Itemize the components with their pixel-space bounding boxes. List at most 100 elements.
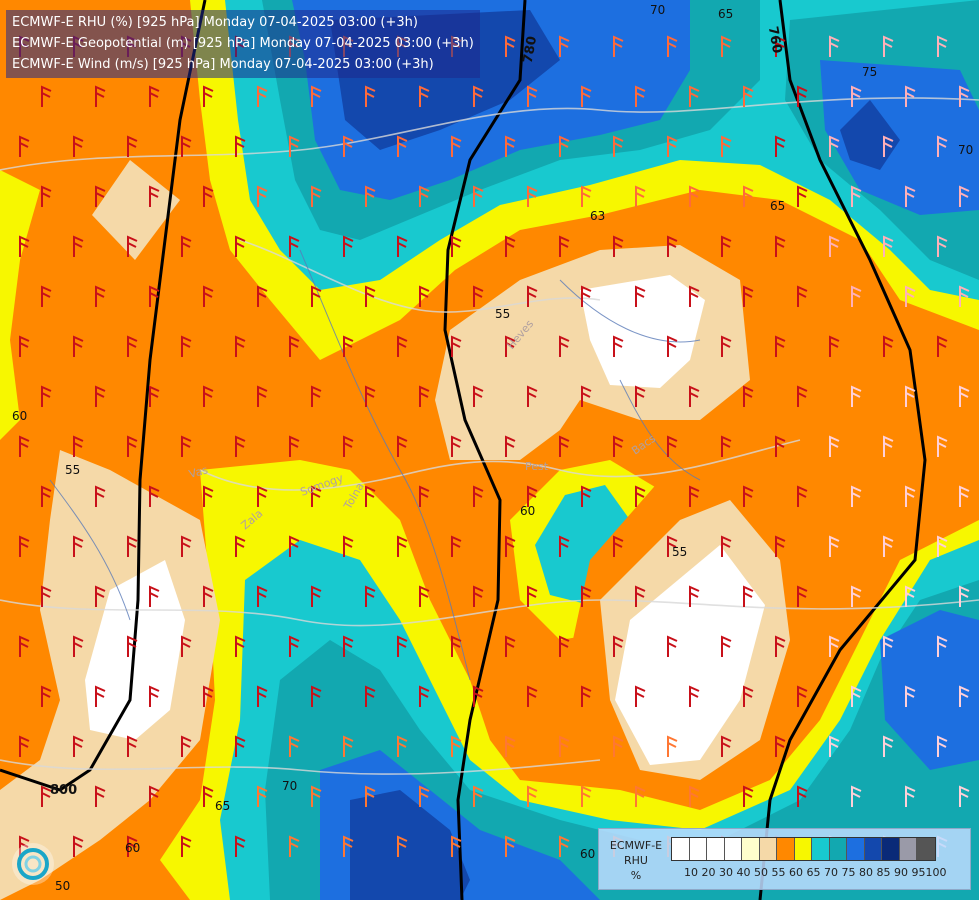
legend-swatch (707, 838, 725, 860)
wind-barb (127, 435, 138, 457)
contour-label: 75 (862, 65, 877, 79)
wind-barb (797, 185, 808, 207)
wind-barb (311, 185, 322, 207)
wind-barb (451, 635, 462, 657)
legend-title-unit: % (630, 869, 642, 882)
legend-tick-label: 85 (876, 866, 891, 879)
wind-barb (127, 735, 138, 757)
wind-barb (527, 85, 538, 107)
contour-label: 70 (650, 3, 665, 17)
title-geopotential: ECMWF-E Geopotential (m) [925 hPa] Monda… (12, 36, 474, 51)
wind-barb (181, 335, 192, 357)
wind-barb (829, 735, 840, 757)
legend-tick-label: 75 (841, 866, 856, 879)
title-rhu: ECMWF-E RHU (%) [925 hPa] Monday 07-04-2… (12, 15, 418, 30)
wind-barb (451, 535, 462, 557)
wind-barb (181, 735, 192, 757)
wind-barb (149, 585, 160, 607)
wind-barb (959, 685, 970, 707)
wind-barb (559, 735, 570, 757)
wind-barb (41, 85, 52, 107)
wind-barb (311, 585, 322, 607)
wind-barb (613, 135, 624, 157)
wind-barb (181, 835, 192, 857)
wind-barb (235, 535, 246, 557)
wind-barb (797, 485, 808, 507)
contour-label: 55 (672, 545, 687, 559)
wind-barb (797, 585, 808, 607)
wind-barb (419, 785, 430, 807)
wind-barb (343, 235, 354, 257)
wind-barb (257, 585, 268, 607)
wind-barb (95, 285, 106, 307)
wind-barb (343, 735, 354, 757)
wind-barb (559, 135, 570, 157)
wind-barb (19, 435, 30, 457)
wind-barb (635, 685, 646, 707)
wind-barb (365, 785, 376, 807)
wind-barb (397, 835, 408, 857)
wind-barb (235, 235, 246, 257)
wind-barb (559, 535, 570, 557)
wind-barb (41, 185, 52, 207)
wind-barb (829, 535, 840, 557)
wind-barb (203, 385, 214, 407)
legend-swatch (724, 838, 742, 860)
place-labels: Heves Vas Somogy Zala Tolna Pest Bacs (187, 317, 658, 532)
wind-barb (473, 485, 484, 507)
wind-barb (203, 585, 214, 607)
wind-barb (419, 385, 430, 407)
wind-barb (19, 635, 30, 657)
wind-barb (95, 85, 106, 107)
contour-label: 60 (12, 409, 27, 423)
wind-barb (73, 435, 84, 457)
wind-barb (883, 635, 894, 657)
wind-barb (343, 835, 354, 857)
wind-barb (397, 635, 408, 657)
wind-barb (19, 135, 30, 157)
rhu-zone-75-se (880, 610, 979, 770)
rhu-legend: ECMWF-E RHU % 10 20 30 40 50 55 60 65 70 75 80 85 90… (598, 828, 971, 890)
wind-barb (73, 535, 84, 557)
wind-barb (127, 335, 138, 357)
wind-barb (473, 385, 484, 407)
wind-barb (203, 785, 214, 807)
wind-barb (527, 585, 538, 607)
wind-barb (397, 135, 408, 157)
wind-barb (851, 685, 862, 707)
wind-barb (419, 185, 430, 207)
legend-swatch (882, 838, 900, 860)
wind-barb (41, 685, 52, 707)
wind-barb (41, 385, 52, 407)
wind-barb (581, 185, 592, 207)
wind-barb (95, 785, 106, 807)
wind-barb (667, 335, 678, 357)
legend-swatch (899, 838, 917, 860)
wind-barb (775, 535, 786, 557)
wind-barb (959, 585, 970, 607)
contour-label: 55 (495, 307, 510, 321)
wind-barb (419, 585, 430, 607)
wind-barb (235, 435, 246, 457)
wind-barb (905, 685, 916, 707)
wind-barb (959, 85, 970, 107)
wind-barb (73, 635, 84, 657)
wind-barb (581, 285, 592, 307)
wind-barb (451, 835, 462, 857)
wind-barb (257, 285, 268, 307)
wind-barb (181, 135, 192, 157)
wind-barb (343, 435, 354, 457)
rhu-zone-80-south (350, 790, 470, 900)
wind-barb (419, 85, 430, 107)
wind-barb (689, 785, 700, 807)
wind-barb (775, 135, 786, 157)
wind-barb (775, 735, 786, 757)
wind-barb (473, 585, 484, 607)
wind-barb (149, 685, 160, 707)
wind-barb (149, 785, 160, 807)
border-lines (0, 97, 979, 775)
legend-color-bar (671, 837, 936, 861)
legend-tick-label: 90 (894, 866, 908, 879)
wind-barb (829, 235, 840, 257)
